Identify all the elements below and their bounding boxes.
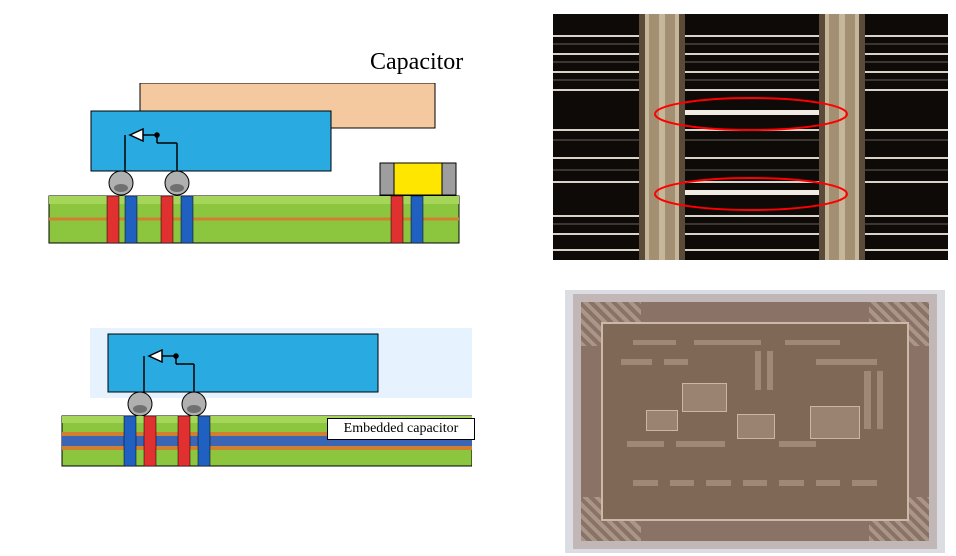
embedded-capacitor-label: Embedded capacitor [327,418,475,440]
micrograph-cross-section [553,14,948,260]
diagram-surface-capacitor: Capacitor [25,83,465,245]
capacitor-label: Capacitor [370,49,463,76]
pcb-outline [601,322,909,521]
diagram-embedded-capacitor: Embedded capacitor [32,328,472,470]
pcb-layer-photo [565,290,945,553]
